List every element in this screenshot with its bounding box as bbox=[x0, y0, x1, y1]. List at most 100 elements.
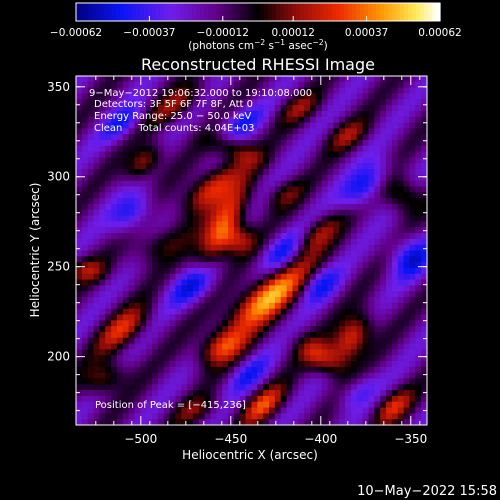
heatmap-cell bbox=[245, 326, 252, 333]
heatmap-cell bbox=[111, 151, 118, 158]
heatmap-cell bbox=[157, 355, 165, 362]
heatmap-cell bbox=[99, 372, 106, 379]
heatmap-cell bbox=[187, 244, 194, 251]
heatmap-cell bbox=[169, 134, 176, 141]
heatmap-cell bbox=[421, 116, 428, 124]
heatmap-cell bbox=[105, 378, 112, 385]
heatmap-cell bbox=[257, 105, 264, 112]
heatmap-cell bbox=[128, 209, 135, 217]
heatmap-cell bbox=[415, 169, 422, 176]
heatmap-cell bbox=[374, 209, 381, 217]
heatmap-cell bbox=[292, 151, 299, 158]
heatmap-cell bbox=[251, 291, 258, 298]
heatmap-cell bbox=[368, 76, 375, 83]
heatmap-cell bbox=[116, 378, 124, 385]
heatmap-cell bbox=[81, 285, 89, 292]
heatmap-cell bbox=[380, 169, 387, 176]
heatmap-cell bbox=[222, 99, 229, 106]
heatmap-cell bbox=[374, 361, 381, 368]
heatmap-cell bbox=[397, 297, 405, 304]
heatmap-cell bbox=[298, 349, 305, 356]
heatmap-cell bbox=[333, 174, 340, 182]
heatmap-cell bbox=[228, 384, 235, 391]
heatmap-cell bbox=[134, 390, 141, 397]
heatmap-cell bbox=[310, 151, 317, 158]
heatmap-cell bbox=[233, 116, 241, 124]
heatmap-cell bbox=[187, 174, 194, 182]
heatmap-cell bbox=[409, 314, 416, 321]
heatmap-cell bbox=[374, 343, 381, 350]
heatmap-cell bbox=[251, 186, 258, 193]
heatmap-cell bbox=[187, 221, 194, 228]
heatmap-cell bbox=[76, 413, 83, 420]
heatmap-cell bbox=[298, 76, 305, 83]
heatmap-cell bbox=[140, 151, 147, 158]
heatmap-cell bbox=[105, 302, 112, 310]
heatmap-cell bbox=[333, 203, 340, 211]
heatmap-cell bbox=[163, 227, 171, 234]
heatmap-cell bbox=[333, 157, 340, 164]
heatmap-cell bbox=[93, 308, 100, 315]
heatmap-cell bbox=[216, 384, 223, 391]
heatmap-cell bbox=[146, 372, 153, 379]
heatmap-cell bbox=[210, 390, 217, 397]
heatmap-cell bbox=[233, 395, 241, 403]
heatmap-cell bbox=[333, 331, 340, 339]
heatmap-cell bbox=[87, 157, 95, 164]
heatmap-cell bbox=[198, 233, 206, 240]
heatmap-cell bbox=[128, 105, 135, 112]
heatmap-cell bbox=[140, 250, 147, 257]
heatmap-cell bbox=[356, 273, 364, 281]
heatmap-cell bbox=[181, 163, 188, 170]
heatmap-cell bbox=[350, 145, 358, 153]
peak-position-label: Position of Peak = [−415,236] bbox=[95, 400, 246, 411]
heatmap-cell bbox=[128, 157, 135, 164]
heatmap-cell bbox=[280, 273, 288, 281]
heatmap-cell bbox=[304, 361, 311, 368]
heatmap-cell bbox=[193, 233, 200, 240]
heatmap-cell bbox=[350, 302, 358, 310]
heatmap-cell bbox=[333, 378, 340, 385]
heatmap-cell bbox=[310, 169, 317, 176]
colorbar-tick-label: −0.00012 bbox=[197, 27, 249, 39]
heatmap-cell bbox=[380, 361, 387, 368]
heatmap-cell bbox=[286, 76, 293, 83]
heatmap-cell bbox=[216, 145, 223, 153]
heatmap-cell bbox=[87, 285, 95, 292]
heatmap-cell bbox=[380, 302, 387, 310]
heatmap-cell bbox=[193, 314, 200, 321]
heatmap-cell bbox=[251, 110, 258, 118]
heatmap-cell bbox=[76, 390, 83, 397]
heatmap-cell bbox=[286, 390, 293, 397]
heatmap-cell bbox=[134, 105, 141, 112]
heatmap-cell bbox=[251, 128, 258, 135]
colorbar-cell bbox=[156, 3, 161, 21]
heatmap-cell bbox=[286, 419, 293, 426]
heatmap-cell bbox=[93, 314, 100, 321]
heatmap-cell bbox=[251, 215, 258, 222]
heatmap-cell bbox=[386, 87, 393, 94]
heatmap-cell bbox=[187, 134, 194, 141]
heatmap-cell bbox=[269, 372, 276, 379]
heatmap-cell bbox=[169, 81, 176, 89]
heatmap-cell bbox=[304, 186, 311, 193]
heatmap-cell bbox=[397, 285, 405, 292]
heatmap-cell bbox=[421, 355, 428, 362]
heatmap-cell bbox=[310, 81, 317, 89]
heatmap-cell bbox=[222, 180, 229, 188]
heatmap-cell bbox=[345, 256, 352, 263]
heatmap-cell bbox=[409, 407, 416, 414]
heatmap-cell bbox=[169, 372, 176, 379]
heatmap-cell bbox=[345, 105, 352, 112]
heatmap-cell bbox=[397, 349, 405, 356]
heatmap-cell bbox=[87, 186, 95, 193]
heatmap-cell bbox=[421, 110, 428, 118]
heatmap-cell bbox=[233, 198, 241, 205]
heatmap-cell bbox=[245, 110, 252, 118]
heatmap-cell bbox=[222, 378, 229, 385]
heatmap-cell bbox=[327, 81, 334, 89]
heatmap-cell bbox=[233, 233, 241, 240]
heatmap-cell bbox=[269, 215, 276, 222]
heatmap-cell bbox=[386, 349, 393, 356]
heatmap-cell bbox=[409, 174, 416, 182]
